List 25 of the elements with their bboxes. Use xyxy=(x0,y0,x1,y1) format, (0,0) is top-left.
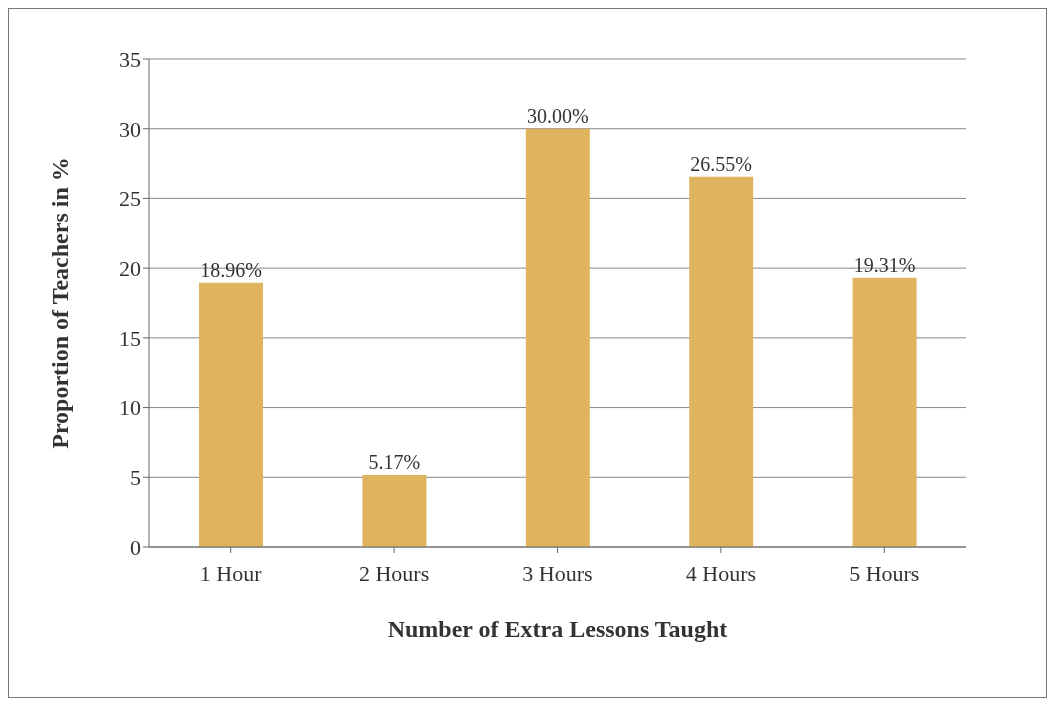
y-tick-label: 15 xyxy=(119,325,141,351)
data-label: 26.55% xyxy=(690,152,753,175)
x-tick-label: 2 Hours xyxy=(358,560,430,586)
bar xyxy=(362,474,427,547)
data-label: 30.00% xyxy=(526,104,589,127)
bar xyxy=(199,282,263,547)
bar xyxy=(689,176,754,547)
data-label: 19.31% xyxy=(853,253,916,276)
y-axis-title: Proportion of Teachers in % xyxy=(46,157,73,449)
x-tick-label: 1 Hour xyxy=(199,560,263,586)
x-tick-label: 4 Hours xyxy=(685,560,757,586)
y-tick-label: 30 xyxy=(119,116,141,142)
x-axis-title: Number of Extra Lessons Taught xyxy=(387,616,728,642)
y-tick-label: 5 xyxy=(130,465,141,491)
x-tick-label: 3 Hours xyxy=(522,560,593,586)
y-tick-label: 35 xyxy=(119,46,141,72)
y-tick-label: 10 xyxy=(119,395,141,421)
bar xyxy=(852,277,917,547)
data-label: 5.17% xyxy=(368,450,421,473)
y-tick-label: 25 xyxy=(119,186,141,212)
bar xyxy=(525,128,590,547)
x-tick-label: 5 Hours xyxy=(849,560,920,586)
y-tick-label: 0 xyxy=(130,534,141,560)
y-tick-label: 20 xyxy=(119,255,141,281)
data-label: 18.96% xyxy=(200,258,262,281)
